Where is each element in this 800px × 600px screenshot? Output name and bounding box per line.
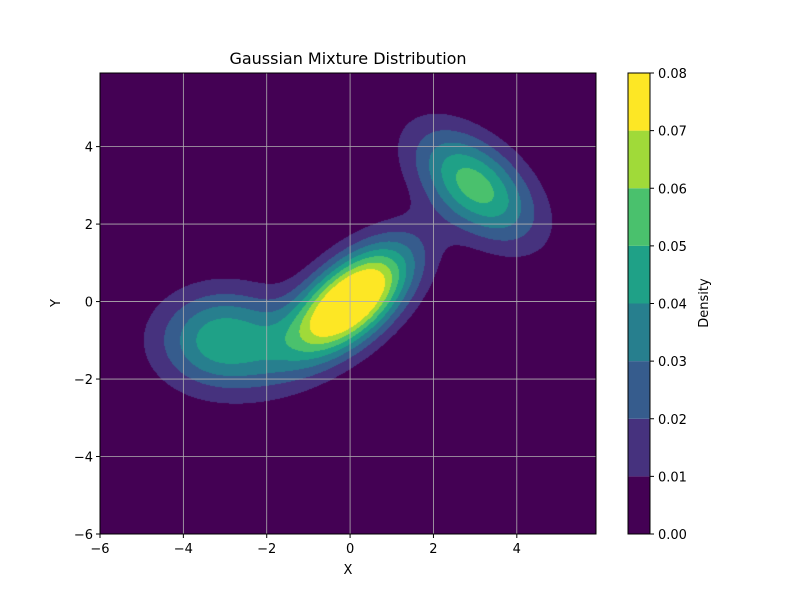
colorbar-tick-label: 0.06 bbox=[658, 182, 687, 197]
colorbar-band bbox=[628, 418, 650, 477]
colorbar-tick-label: 0.02 bbox=[658, 413, 687, 428]
colorbar-band bbox=[628, 245, 650, 304]
x-tick-label: 0 bbox=[346, 542, 354, 557]
colorbar-tick-label: 0.03 bbox=[658, 355, 687, 370]
colorbar-label: Density bbox=[697, 278, 712, 328]
chart-title: Gaussian Mixture Distribution bbox=[229, 49, 466, 68]
y-tick-label: −6 bbox=[74, 528, 93, 543]
colorbar-tick-label: 0.04 bbox=[658, 298, 687, 313]
plot-frame bbox=[99, 72, 597, 535]
x-tick-label: 4 bbox=[513, 542, 521, 557]
plot-area bbox=[100, 73, 596, 534]
colorbar-ticks: 0.00 0.01 0.02 0.03 0.04 0.05 0.06 0.07 0.08 bbox=[650, 67, 687, 543]
y-tick-label: 2 bbox=[85, 218, 93, 233]
colorbar-tick-label: 0.01 bbox=[658, 470, 687, 485]
x-tick-label: 2 bbox=[429, 542, 437, 557]
colorbar-band bbox=[628, 361, 650, 419]
colorbar-tick-label: 0.00 bbox=[658, 528, 687, 543]
y-tick-label: −2 bbox=[74, 373, 93, 388]
y-axis-ticks: −6 −4 −2 0 2 4 bbox=[74, 141, 100, 543]
colorbar-band bbox=[628, 303, 650, 362]
y-tick-label: −4 bbox=[74, 451, 93, 466]
y-tick-label: 0 bbox=[85, 296, 93, 311]
colorbar-tick-label: 0.05 bbox=[658, 240, 687, 255]
colorbar: 0.00 0.01 0.02 0.03 0.04 0.05 0.06 0.07 0.08 Den… bbox=[627, 67, 712, 543]
x-tick-label: −2 bbox=[257, 542, 276, 557]
y-axis-label: Y bbox=[49, 299, 64, 308]
colorbar-band bbox=[628, 476, 650, 534]
colorbar-bands bbox=[628, 73, 650, 534]
colorbar-band bbox=[628, 73, 650, 131]
colorbar-band bbox=[628, 188, 650, 246]
density-contour-image bbox=[100, 73, 596, 534]
colorbar-tick-label: 0.08 bbox=[658, 67, 687, 82]
x-tick-label: −4 bbox=[174, 542, 193, 557]
grid-lines bbox=[100, 73, 596, 534]
x-tick-label: −6 bbox=[90, 542, 109, 557]
x-axis-ticks: −6 −4 −2 0 2 4 bbox=[90, 534, 521, 557]
x-axis-label: X bbox=[344, 563, 353, 578]
y-tick-label: 4 bbox=[85, 141, 93, 156]
colorbar-band bbox=[628, 130, 650, 189]
colorbar-tick-label: 0.07 bbox=[658, 125, 687, 140]
